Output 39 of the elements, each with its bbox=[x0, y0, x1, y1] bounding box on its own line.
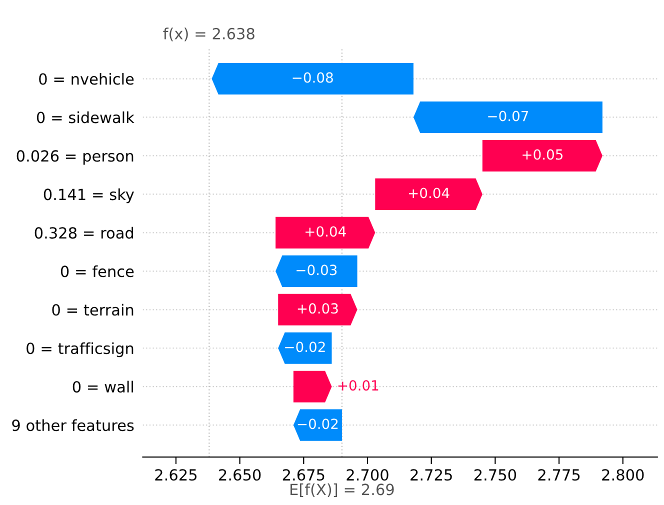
y-tick-label: 0.026 = person bbox=[16, 150, 134, 165]
y-tick-label: 0 = trafficsign bbox=[26, 342, 134, 358]
x-tick-label: 2.750 bbox=[474, 469, 516, 481]
ref-line-label: E[f(X)] = 2.69 bbox=[290, 483, 394, 498]
y-tick-label: 0 = wall bbox=[72, 380, 133, 393]
x-tick-label: 2.625 bbox=[155, 469, 196, 481]
bar bbox=[375, 178, 482, 210]
x-tick-label: 2.725 bbox=[410, 469, 452, 481]
data-label: −0.08 bbox=[292, 72, 333, 83]
y-tick-label: 0.328 = road bbox=[34, 226, 134, 239]
x-tick-label: 2.700 bbox=[346, 469, 388, 481]
x-tick-label: 2.775 bbox=[538, 469, 580, 481]
bar bbox=[276, 216, 376, 248]
bar bbox=[413, 101, 602, 134]
y-tick-label: 0 = nvehicle bbox=[39, 72, 134, 85]
y-tick-label: 0 = fence bbox=[60, 265, 134, 278]
bar bbox=[276, 255, 358, 287]
ref-line-label: f(x) = 2.638 bbox=[163, 28, 254, 42]
data-label: −0.02 bbox=[285, 342, 325, 352]
data-label: −0.07 bbox=[488, 110, 528, 122]
data-label: +0.01 bbox=[338, 380, 378, 391]
y-tick-label: 9 other features bbox=[12, 419, 134, 432]
x-tick-label: 2.675 bbox=[282, 469, 324, 481]
data-label: +0.04 bbox=[306, 226, 346, 237]
y-tick-label: 0 = sidewalk bbox=[36, 111, 134, 124]
bar bbox=[293, 409, 342, 441]
y-tick-label: 0 = terrain bbox=[52, 304, 134, 316]
x-tick-label: 2.800 bbox=[602, 469, 644, 481]
bar bbox=[278, 332, 332, 364]
bar bbox=[482, 140, 602, 172]
y-tick-label: 0.141 = sky bbox=[44, 188, 134, 204]
data-label: +0.03 bbox=[298, 303, 338, 314]
data-label: +0.05 bbox=[522, 149, 563, 160]
bar bbox=[212, 62, 414, 95]
x-tick-label: 2.650 bbox=[219, 469, 261, 481]
data-label: +0.04 bbox=[408, 188, 450, 198]
bar bbox=[278, 294, 358, 326]
data-label: −0.03 bbox=[296, 264, 337, 276]
data-label: −0.02 bbox=[298, 418, 338, 430]
